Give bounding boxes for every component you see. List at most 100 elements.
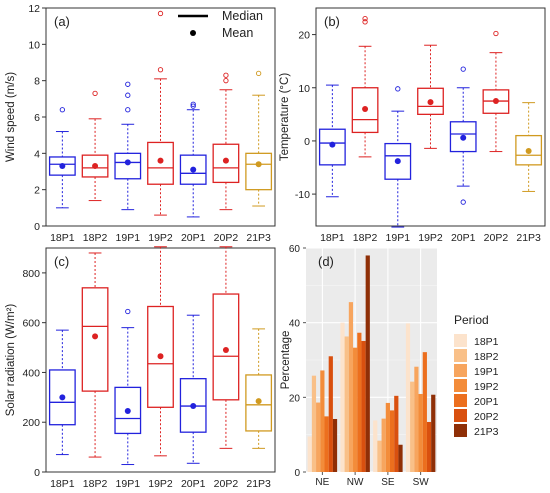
x-tick-label: 20P1: [451, 232, 476, 244]
y-tick-label: 20: [289, 393, 301, 404]
box-21P3: [515, 102, 543, 192]
bar-NW-21P3: [365, 255, 370, 472]
panel-label: (b): [324, 14, 340, 29]
outlier-point: [157, 10, 164, 17]
iqr-box: [212, 143, 240, 184]
x-tick-label: NW: [347, 477, 364, 488]
mean-point: [190, 403, 197, 410]
outlier-point: [362, 19, 368, 25]
bar-NE-20P1: [324, 416, 329, 472]
box-21P3: [245, 70, 273, 207]
iqr-box: [179, 154, 207, 185]
x-tick-label: 18P2: [353, 232, 378, 244]
x-tick-label: 19P2: [148, 478, 173, 490]
outlier-point: [362, 15, 368, 22]
outlier-point: [59, 107, 66, 113]
bar-SE-18P2: [377, 440, 382, 472]
x-tick-label: 19P1: [116, 232, 141, 244]
outlier-point: [125, 81, 131, 87]
panel-label: (d): [318, 254, 334, 269]
panel-d: 0 20 40 60 NE NW SE SW (d) Percentage Period 18P1 18…: [280, 244, 499, 488]
bar-NW-18P1: [340, 322, 345, 472]
box-21P3: [245, 328, 273, 449]
outlier-point: [493, 30, 499, 37]
outlier-point: [255, 70, 262, 77]
outlier-point: [125, 92, 131, 98]
bar-NE-19P1: [316, 402, 321, 472]
legend-title: Period: [454, 313, 489, 327]
legend-mean-label: Mean: [222, 26, 253, 40]
x-tick-label: 19P2: [148, 232, 173, 244]
y-tick-label: -10: [295, 189, 310, 201]
legend-swatch-19P2: [454, 379, 467, 392]
outlier-point: [395, 86, 401, 92]
mean-point: [157, 157, 164, 164]
iqr-box: [351, 87, 379, 134]
legend-swatch-20P1: [454, 394, 467, 407]
iqr-box: [48, 156, 76, 176]
y-axis-label: Temperature (°C): [279, 73, 291, 161]
y-axis-label: Wind speed (m/s): [5, 72, 17, 162]
outlier-point: [125, 308, 131, 315]
mean-point: [255, 161, 262, 168]
legend-swatch-20P2: [454, 409, 467, 422]
y-tick-label: 0: [294, 468, 300, 479]
mean-point: [460, 134, 467, 141]
x-tick-label: 18P2: [83, 232, 108, 244]
iqr-box: [449, 121, 477, 153]
legend-label-20P1: 20P1: [474, 396, 499, 408]
box-19P2: [147, 246, 174, 457]
box-18P1: [48, 329, 76, 456]
x-tick-label: 18P2: [83, 478, 108, 490]
legend: Median Mean: [178, 9, 263, 40]
bar-SE-21P3: [398, 444, 403, 472]
x-tick-label: SW: [413, 477, 430, 488]
plot-frame: [45, 247, 276, 473]
iqr-box: [212, 293, 240, 401]
mean-point: [124, 159, 131, 166]
bar-NW-18P2: [344, 336, 349, 472]
legend-label-19P2: 19P2: [474, 381, 499, 393]
iqr-box: [417, 87, 444, 115]
outlier-point: [157, 67, 164, 73]
outlier-point: [223, 78, 229, 84]
mean-point: [92, 333, 99, 340]
panel-b: -10 0 10 20 (b) Temperature (°C) 18P1 18P2 19P1 1…: [279, 7, 546, 244]
bar-NE-21P3: [332, 418, 338, 472]
bar-SW-19P1: [414, 366, 419, 472]
y-tick-label: 10: [298, 83, 310, 95]
box-20P2: [212, 246, 240, 449]
y-tick-label: 20: [298, 30, 310, 42]
x-tick-label: 21P3: [246, 232, 271, 244]
x-tick-label: 19P1: [116, 478, 141, 490]
bar-SE-20P2: [394, 395, 399, 472]
iqr-box: [114, 386, 142, 435]
bar-SW-19P2: [418, 393, 423, 472]
outlier-point: [223, 72, 229, 78]
y-tick-label: 800: [22, 268, 40, 280]
x-tick-label: 20P1: [181, 478, 206, 490]
mean-point: [124, 408, 131, 415]
legend-swatch-19P1: [454, 364, 467, 377]
x-tick-label: 20P1: [181, 232, 206, 244]
outlier-point: [460, 199, 466, 205]
plot-frame: [315, 7, 546, 227]
y-tick-label: 600: [22, 318, 40, 330]
bar-NE-18P1: [307, 436, 312, 472]
box-18P2: [81, 90, 109, 202]
outlier-point: [92, 90, 98, 97]
y-tick-label: 12: [28, 3, 40, 15]
bar-SW-18P2: [410, 381, 415, 472]
x-tick-label: 21P3: [516, 232, 541, 244]
y-tick-label: 6: [34, 112, 40, 124]
mean-point: [190, 166, 197, 173]
box-19P2: [417, 44, 444, 149]
outlier-point: [190, 101, 196, 107]
box-19P1: [114, 81, 142, 211]
x-tick-label: 18P1: [50, 232, 75, 244]
mean-point: [362, 106, 369, 113]
bar-SW-20P1: [422, 352, 427, 472]
box-20P1: [179, 101, 207, 218]
y-tick-label: 4: [34, 148, 40, 160]
